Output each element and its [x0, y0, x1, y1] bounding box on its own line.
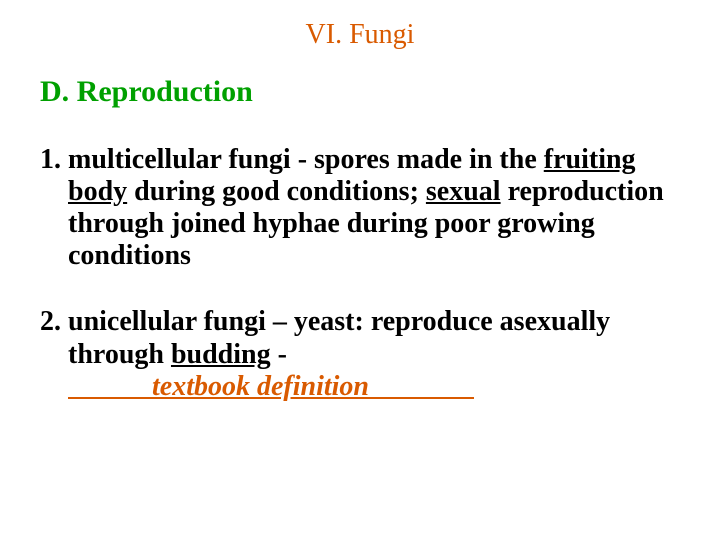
slide: VI. Fungi D. Reproduction 1. multicellul…	[0, 0, 720, 540]
footnote-text: textbook definition	[152, 371, 369, 402]
text-run: 1. multicellular fungi - spores made in …	[40, 144, 544, 175]
footnote-link: textbook definition	[68, 371, 474, 402]
list-item: 2. unicellular fungi – yeast: reproduce …	[40, 306, 680, 403]
spacer	[369, 371, 474, 402]
text-run: -	[271, 339, 287, 370]
list-item: 1. multicellular fungi - spores made in …	[40, 144, 680, 273]
section-heading: D. Reproduction	[40, 74, 680, 110]
text-run: 2. unicellular fungi – yeast: reproduce …	[40, 306, 610, 369]
underlined-term: budding	[171, 339, 271, 370]
underlined-term: sexual	[426, 176, 501, 207]
text-run: during good conditions;	[127, 176, 426, 207]
slide-title: VI. Fungi	[40, 18, 680, 52]
spacer	[68, 371, 152, 402]
